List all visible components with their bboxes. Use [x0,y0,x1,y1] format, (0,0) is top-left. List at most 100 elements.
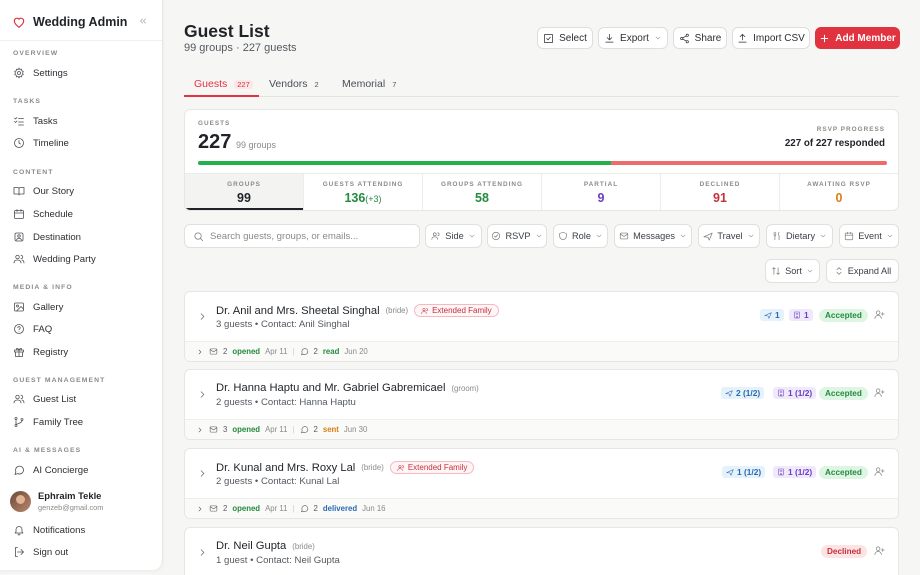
building-icon [777,468,785,476]
group-header[interactable]: Dr. Kunal and Mrs. Roxy Lal (bride) Exte… [185,449,898,499]
group-header[interactable]: Dr. Neil Gupta (bride) 1 guest • Contact… [185,528,898,575]
filter-messages[interactable]: Messages [614,224,692,248]
user-profile[interactable]: Ephraim Tekle genzeb@gmail.com [10,490,103,512]
email-state: opened [232,504,261,513]
sidebar-item-label: Destination [33,231,81,243]
share-button[interactable]: Share [673,27,727,49]
tab-count: 7 [392,80,397,89]
message-circle-icon [13,464,25,476]
sidebar-item-ai-concierge[interactable]: AI Concierge [13,464,88,476]
separator: | [292,425,295,434]
email-state: opened [232,425,261,434]
stat-label: GROUPS [227,181,261,188]
stat-groups-attending[interactable]: GROUPS ATTENDING 58 [422,174,541,210]
page-title: Guest List [184,21,270,41]
search-input[interactable]: Search guests, groups, or emails... [184,224,420,248]
filter-label: Side [445,231,464,241]
filter-role[interactable]: Role [553,224,608,248]
guest-group-card[interactable]: Dr. Kunal and Mrs. Roxy Lal (bride) Exte… [184,448,899,519]
chevron-right-icon[interactable] [197,311,208,322]
stat-awaiting-rsvp[interactable]: AWAITING RSVP 0 [779,174,898,210]
filter-event[interactable]: Event [839,224,899,248]
tab-label: Vendors [269,78,308,90]
sidebar-item-notifications[interactable]: Notifications [13,524,85,536]
sidebar-item-timeline[interactable]: Timeline [13,137,69,149]
map-pin-icon [13,231,25,243]
collapse-sidebar-icon[interactable] [138,16,148,26]
group-activity-row[interactable]: 3 opened Apr 11 | 2 sent Jun 30 [185,419,898,439]
sidebar-item-family-tree[interactable]: Family Tree [13,416,83,428]
import-csv-button[interactable]: Import CSV [732,27,810,49]
avatar [10,490,31,512]
chevron-down-icon [679,232,687,240]
tab-vendors[interactable]: Vendors 2 [269,73,329,97]
add-person-icon[interactable] [874,309,885,320]
group-activity-row[interactable]: 2 opened Apr 11 | 2 read Jun 20 [185,341,898,361]
filter-side[interactable]: Side [425,224,482,248]
travel-badge: 2 (1/2) [721,387,765,399]
chevron-right-icon [196,348,204,356]
group-header[interactable]: Dr. Hanna Haptu and Mr. Gabriel Gabremic… [185,370,898,420]
stat-partial[interactable]: PARTIAL 9 [541,174,660,210]
filter-rsvp[interactable]: RSVP [487,224,547,248]
guest-group-card[interactable]: Dr. Anil and Mrs. Sheetal Singhal (bride… [184,291,899,362]
filter-dietary[interactable]: Dietary [766,224,833,248]
log-out-icon [13,546,25,558]
stat-declined[interactable]: DECLINED 91 [660,174,779,210]
chevron-right-icon[interactable] [197,547,208,558]
group-side: (bride) [292,541,315,551]
gift-icon [13,346,25,358]
sidebar-item-schedule[interactable]: Schedule [13,208,73,220]
sidebar-item-guest-list[interactable]: Guest List [13,393,76,405]
add-person-icon[interactable] [874,545,885,556]
sidebar-item-faq[interactable]: FAQ [13,323,52,335]
add-person-icon[interactable] [874,387,885,398]
sort-button[interactable]: Sort [765,259,820,283]
stat-guests-attending[interactable]: GUESTS ATTENDING 136(+3) [303,174,422,210]
share-icon [679,33,690,44]
section-ai: AI & MESSAGES [13,447,82,454]
chevrons-up-down-icon [834,266,844,276]
sidebar-item-label: Timeline [33,137,69,149]
group-activity-row[interactable]: 2 opened Apr 11 | 2 delivered Jun 16 [185,498,898,518]
status-badge: Accepted [819,309,868,322]
sign-out-button[interactable]: Sign out [13,546,68,558]
sidebar-item-registry[interactable]: Registry [13,346,68,358]
email-state: opened [232,347,261,356]
filter-label: Messages [633,231,675,241]
filter-label: Travel [717,231,743,241]
chevron-right-icon[interactable] [197,389,208,400]
chevron-down-icon [886,232,894,240]
sidebar-item-label: Guest List [33,393,77,405]
sidebar-item-destination[interactable]: Destination [13,231,81,243]
guest-group-card[interactable]: Dr. Hanna Haptu and Mr. Gabriel Gabremic… [184,369,899,440]
select-button[interactable]: Select [537,27,593,49]
sidebar-item-settings[interactable]: Settings [13,67,68,79]
brand[interactable]: Wedding Admin [12,15,127,29]
git-branch-icon [13,416,25,428]
sidebar-item-gallery[interactable]: Gallery [13,301,63,313]
progress-declined [611,161,887,165]
stat-groups[interactable]: GROUPS 99 [185,174,303,210]
sidebar-item-our-story[interactable]: Our Story [13,185,74,197]
users-icon [13,253,25,265]
expand-all-button[interactable]: Expand All [826,259,899,283]
sidebar-item-label: Tasks [33,115,58,127]
sidebar-item-tasks[interactable]: Tasks [13,115,58,127]
group-header[interactable]: Dr. Anil and Mrs. Sheetal Singhal (bride… [185,292,898,342]
export-button[interactable]: Export [598,27,668,49]
add-member-button[interactable]: Add Member [815,27,900,49]
section-overview: OVERVIEW [13,50,59,57]
rsvp-progress-label: RSVP PROGRESS [816,126,885,133]
users-icon [13,393,25,405]
sidebar-item-wedding-party[interactable]: Wedding Party [13,253,96,265]
tab-memorial[interactable]: Memorial 7 [342,73,412,97]
chevron-right-icon[interactable] [197,468,208,479]
filter-travel[interactable]: Travel [698,224,760,248]
tab-count: 227 [234,80,253,89]
guest-group-card[interactable]: Dr. Neil Gupta (bride) 1 guest • Contact… [184,527,899,575]
page-subtitle: 99 groups · 227 guests [184,42,297,54]
add-person-icon[interactable] [874,466,885,477]
sidebar-item-label: Sign out [33,546,69,558]
tab-guests[interactable]: Guests 227 [184,73,259,97]
